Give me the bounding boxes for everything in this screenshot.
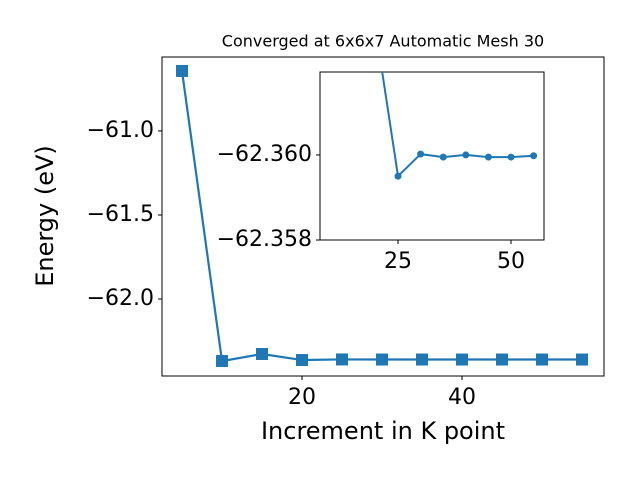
- y-tick-label: −62.358: [217, 227, 312, 252]
- point: [296, 354, 308, 367]
- x-tick-label: 20: [288, 385, 316, 410]
- point: [176, 64, 188, 77]
- y-tick-label: −62.360: [217, 142, 312, 167]
- point: [336, 353, 348, 366]
- point: [372, 24, 379, 31]
- y-tick-label: −61.5: [87, 202, 154, 227]
- point: [507, 153, 515, 161]
- point: [456, 353, 468, 366]
- y-tick-label: −61.0: [87, 118, 154, 143]
- point: [376, 353, 388, 366]
- y-tick-label: −62.0: [87, 286, 154, 311]
- series-line: [381, 72, 534, 179]
- point: [496, 353, 508, 366]
- point: [417, 150, 425, 158]
- point: [416, 353, 428, 366]
- x-axis-label: Increment in K point: [261, 417, 505, 445]
- x-tick-label: 40: [448, 385, 476, 410]
- x-tick-label: 25: [384, 249, 412, 274]
- plot-content: [176, 64, 588, 368]
- point: [484, 153, 492, 161]
- chart-title: Converged at 6x6x7 Automatic Mesh 30: [222, 32, 544, 51]
- point: [394, 172, 402, 180]
- point: [530, 152, 538, 160]
- point: [536, 353, 548, 366]
- x-tick-label: 50: [497, 249, 525, 274]
- point: [216, 355, 228, 368]
- plot-content: [372, 24, 538, 180]
- point: [439, 153, 447, 161]
- point: [576, 353, 588, 366]
- point: [256, 347, 268, 360]
- point: [462, 151, 470, 159]
- y-axis-label: Energy (eV): [31, 145, 59, 287]
